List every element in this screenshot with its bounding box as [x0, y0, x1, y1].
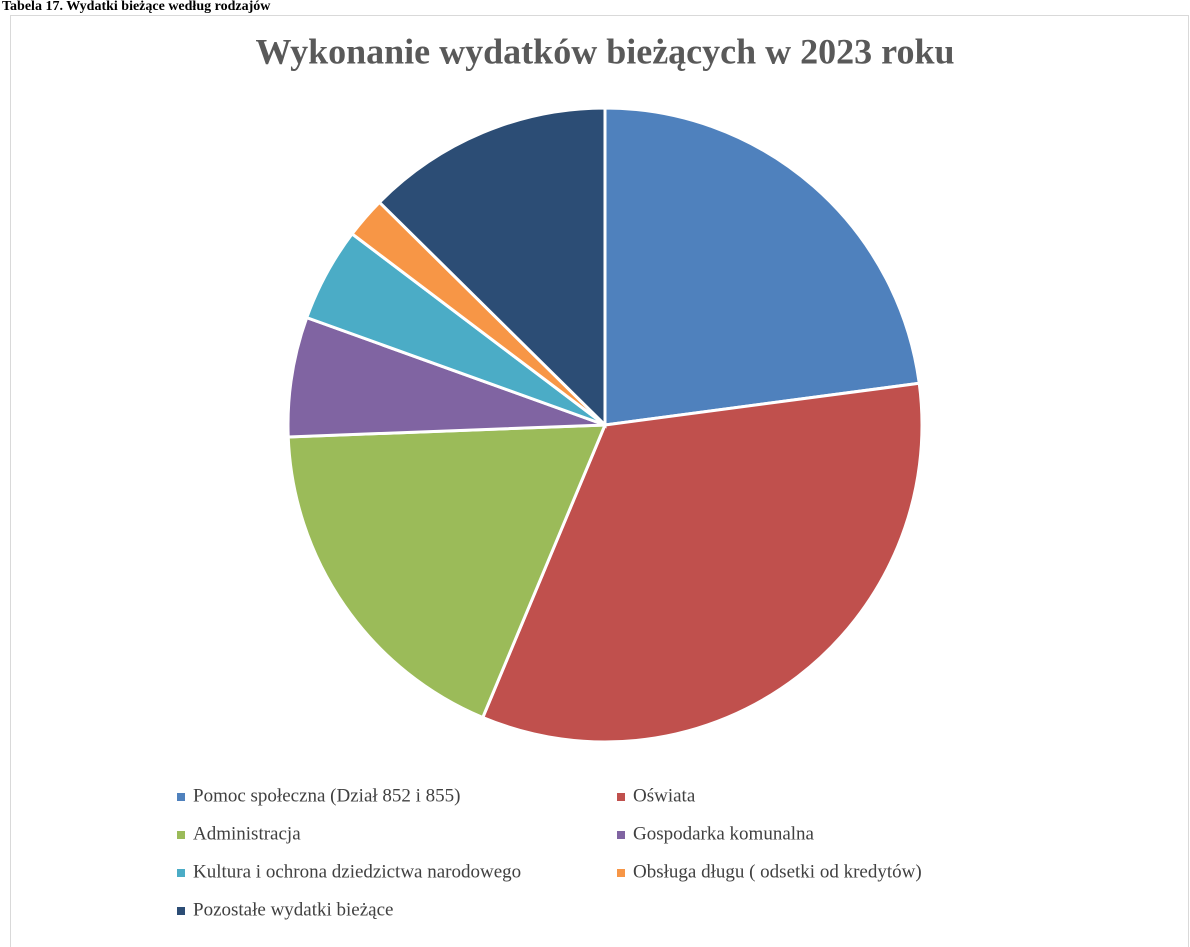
- legend-swatch: [617, 831, 625, 839]
- legend-swatch: [177, 869, 185, 877]
- legend-label: Oświata: [633, 785, 696, 806]
- legend-swatch: [617, 793, 625, 801]
- legend-swatch: [617, 869, 625, 877]
- legend-label: Administracja: [193, 823, 301, 844]
- legend-swatch: [177, 831, 185, 839]
- chart-title: Wykonanie wydatków bieżących w 2023 roku: [255, 31, 954, 71]
- legend-label: Obsługa długu ( odsetki od kredytów): [633, 861, 922, 882]
- legend-label: Pozostałe wydatki bieżące: [193, 899, 393, 920]
- legend-swatch: [177, 793, 185, 801]
- pie-slice: [603, 106, 921, 427]
- legend-label: Pomoc społeczna (Dział 852 i 855): [193, 785, 461, 806]
- pie-slice: [480, 381, 924, 744]
- legend-label: Kultura i ochrona dziedzictwa narodowego: [193, 861, 521, 882]
- pie-slice: [286, 423, 608, 720]
- legend-label: Gospodarka komunalna: [633, 823, 815, 844]
- pie-slice: [286, 315, 606, 439]
- caption: Tabela 17. Wydatki bieżące według rodzaj…: [2, 0, 271, 14]
- pie-slice: [377, 106, 607, 429]
- legend-swatch: [177, 907, 185, 915]
